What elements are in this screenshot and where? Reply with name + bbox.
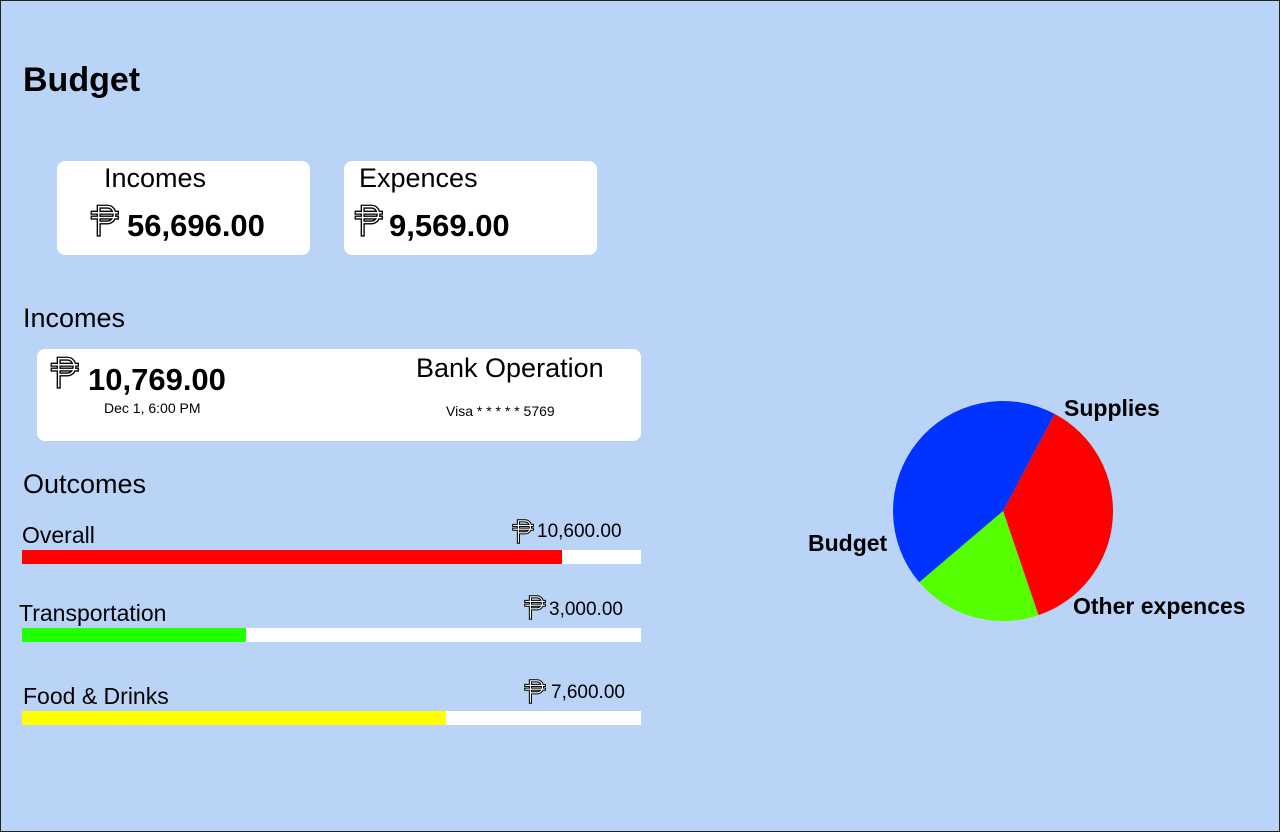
incomes-summary-label: Incomes: [104, 163, 207, 193]
outcome-label: Transportation: [19, 600, 167, 626]
progress-bar-fill: [22, 711, 446, 725]
pie-label-supplies: Supplies: [1064, 395, 1160, 421]
peso-icon: [523, 594, 549, 620]
outcome-label: Food & Drinks: [23, 683, 169, 709]
expense-pie-chart: [893, 401, 1113, 621]
outcome-amount: 7,600.00: [551, 682, 625, 703]
transaction-datetime: Dec 1, 6:00 PM: [104, 400, 201, 416]
outcome-amount: 3,000.00: [549, 599, 623, 620]
transaction-amount: 10,769.00: [88, 362, 226, 397]
progress-bar-fill: [22, 628, 247, 642]
peso-icon: [511, 518, 537, 544]
peso-icon: [88, 203, 124, 237]
expences-summary-label: Expences: [359, 163, 478, 193]
pie-label-budget: Budget: [808, 530, 888, 556]
outcomes-section-title: Outcomes: [23, 469, 147, 499]
incomes-summary-amount: 56,696.00: [127, 208, 265, 243]
outcome-label: Overall: [22, 522, 95, 548]
income-transaction-card[interactable]: 10,769.00 Dec 1, 6:00 PM Bank Operation …: [37, 349, 641, 441]
peso-icon: [352, 203, 388, 237]
progress-bar: [22, 550, 641, 564]
incomes-section-title: Incomes: [23, 303, 126, 333]
pie-slice-supplies: [1003, 413, 1113, 616]
progress-bar: [22, 711, 641, 725]
progress-bar: [22, 628, 641, 642]
expences-summary-amount: 9,569.00: [389, 208, 510, 243]
page-title: Budget: [23, 61, 141, 99]
peso-icon: [523, 678, 549, 704]
pie-slice-other-expences: [919, 511, 1039, 621]
transaction-type: Bank Operation: [416, 353, 604, 383]
pie-slice-budget: [893, 401, 1055, 583]
pie-label-other-expences: Other expences: [1073, 593, 1246, 619]
transaction-card-number: Visa * * * * * 5769: [446, 403, 555, 419]
outcome-amount: 10,600.00: [537, 521, 622, 542]
peso-icon: [48, 355, 84, 389]
expences-summary-card[interactable]: Expences 9,569.00: [344, 161, 597, 255]
incomes-summary-card[interactable]: Incomes 56,696.00: [57, 161, 310, 255]
progress-bar-fill: [22, 550, 563, 564]
